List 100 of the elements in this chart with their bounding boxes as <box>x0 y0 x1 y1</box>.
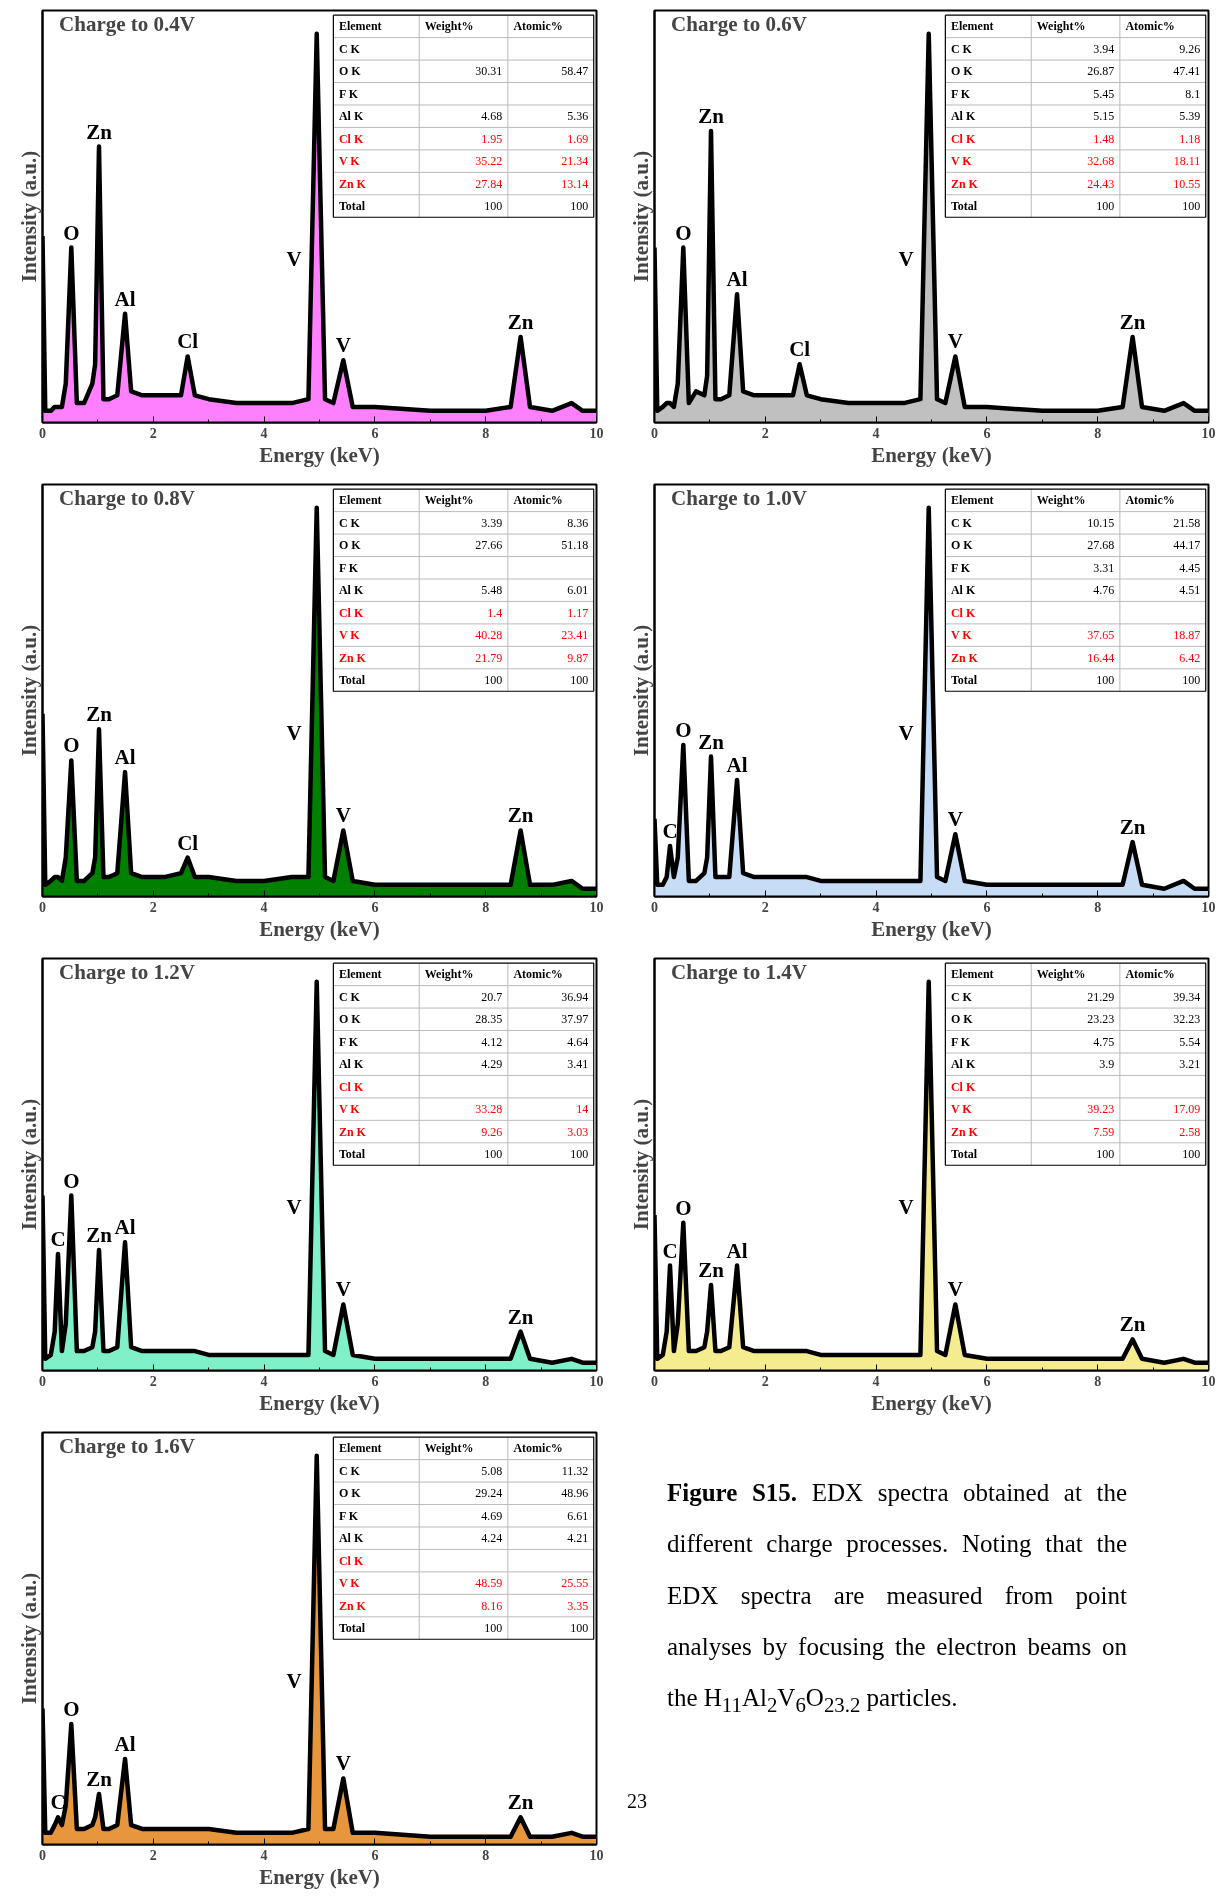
x-tick-label: 10 <box>589 425 604 441</box>
annotation: 37.65 <box>1087 628 1115 643</box>
annotation: Total <box>338 1621 366 1636</box>
annotation: 29.24 <box>475 1486 503 1501</box>
annotation: Al <box>726 1238 748 1263</box>
annotation: 14 <box>576 1102 589 1117</box>
annotation: 39.23 <box>1087 1102 1115 1117</box>
x-tick-label: 8 <box>1094 899 1102 915</box>
x-tick-label: 8 <box>1094 1373 1102 1389</box>
x-tick-label: 6 <box>371 1847 379 1863</box>
y-axis-title: Intensity (a.u.) <box>16 1098 41 1231</box>
annotation: Zn K <box>338 1124 367 1139</box>
annotation: 3.21 <box>1179 1057 1201 1072</box>
text: Weight% <box>424 19 474 34</box>
annotation: Zn K <box>950 1124 979 1139</box>
x-tick-label: 6 <box>983 899 991 915</box>
annotation: 100 <box>570 199 589 214</box>
annotation: 3.39 <box>481 515 503 530</box>
annotation: 4.69 <box>481 1508 503 1523</box>
x-tick-label: 8 <box>482 1373 490 1389</box>
annotation: 1.69 <box>567 131 589 146</box>
y-axis-title: Intensity (a.u.) <box>628 150 653 283</box>
annotation: C K <box>338 1463 361 1478</box>
x-tick-label: 6 <box>371 899 379 915</box>
x-axis-title: Energy (keV) <box>259 442 380 467</box>
x-tick-label: 0 <box>39 899 46 915</box>
annotation: 11.32 <box>561 1463 589 1478</box>
annotation: O K <box>950 538 974 553</box>
annotation: 23.23 <box>1087 1012 1115 1027</box>
text: Weight% <box>1036 19 1086 34</box>
text: Atomic% <box>1125 493 1175 508</box>
annotation: Cl K <box>950 131 976 146</box>
x-axis-title: Energy (keV) <box>871 916 992 941</box>
annotation: Zn K <box>338 1598 367 1613</box>
annotation: 4.76 <box>1093 583 1115 598</box>
annotation: V K <box>338 1102 361 1117</box>
annotation: Cl <box>789 337 811 362</box>
text: Element <box>338 967 382 982</box>
annotation: Zn <box>507 803 534 828</box>
annotation: 100 <box>1096 199 1115 214</box>
annotation: 4.29 <box>481 1057 503 1072</box>
x-tick-label: 6 <box>371 1373 379 1389</box>
annotation: 100 <box>1182 1147 1201 1162</box>
annotation: 6.01 <box>567 583 589 598</box>
annotation: 9.26 <box>481 1124 503 1139</box>
annotation: C K <box>950 989 973 1004</box>
annotation: 1.48 <box>1093 131 1115 146</box>
x-axis-title: Energy (keV) <box>871 442 992 467</box>
text: Atomic% <box>513 1441 563 1456</box>
annotation: V K <box>950 154 973 169</box>
annotation: O <box>63 1697 80 1722</box>
annotation: Zn <box>698 1257 725 1282</box>
annotation: 25.55 <box>561 1576 589 1591</box>
annotation: O <box>63 733 80 758</box>
annotation: 27.68 <box>1087 538 1115 553</box>
x-tick-label: 10 <box>589 899 604 915</box>
annotation: Zn <box>86 119 113 144</box>
x-tick-label: 4 <box>872 425 880 441</box>
annotation: 6.61 <box>567 1508 589 1523</box>
annotation: V <box>335 1751 351 1776</box>
y-axis-title: Intensity (a.u.) <box>16 150 41 283</box>
annotation: 4.24 <box>481 1531 503 1546</box>
annotation: 35.22 <box>475 154 503 169</box>
annotation: O <box>675 717 692 742</box>
annotation: 3.03 <box>567 1124 589 1139</box>
annotation: 100 <box>484 1147 503 1162</box>
x-tick-label: 8 <box>482 899 490 915</box>
annotation: V <box>947 1277 963 1302</box>
annotation: Al K <box>338 1531 364 1546</box>
annotation: O K <box>338 1012 362 1027</box>
annotation: F K <box>338 86 359 101</box>
annotation: 4.75 <box>1093 1034 1115 1049</box>
annotation: Al <box>114 745 136 770</box>
annotation: 3.94 <box>1093 41 1115 56</box>
annotation: F K <box>338 560 359 575</box>
x-tick-label: 2 <box>149 1847 157 1863</box>
annotation: V <box>286 247 302 272</box>
annotation: Zn K <box>338 650 367 665</box>
x-axis-title: Energy (keV) <box>259 1390 380 1415</box>
annotation: C K <box>338 989 361 1004</box>
y-axis-title: Intensity (a.u.) <box>16 624 41 757</box>
annotation: 5.39 <box>1179 109 1201 124</box>
x-tick-label: 2 <box>761 899 769 915</box>
x-tick-label: 0 <box>39 1847 46 1863</box>
annotation: 100 <box>570 1621 589 1636</box>
text: Weight% <box>1036 493 1086 508</box>
annotation: F K <box>950 1034 971 1049</box>
annotation: F K <box>950 560 971 575</box>
annotation: C K <box>338 515 361 530</box>
annotation: 27.66 <box>475 538 503 553</box>
chart-title: Charge to 0.6V <box>671 12 808 37</box>
annotation: 10.15 <box>1087 515 1115 530</box>
annotation: Total <box>950 673 978 688</box>
x-tick-label: 2 <box>761 1373 769 1389</box>
annotation: Al <box>114 1215 136 1240</box>
annotation: F K <box>338 1034 359 1049</box>
annotation: Al K <box>950 1057 976 1072</box>
annotation: 5.48 <box>481 583 503 598</box>
annotation: Total <box>338 199 366 214</box>
x-tick-label: 2 <box>149 899 157 915</box>
